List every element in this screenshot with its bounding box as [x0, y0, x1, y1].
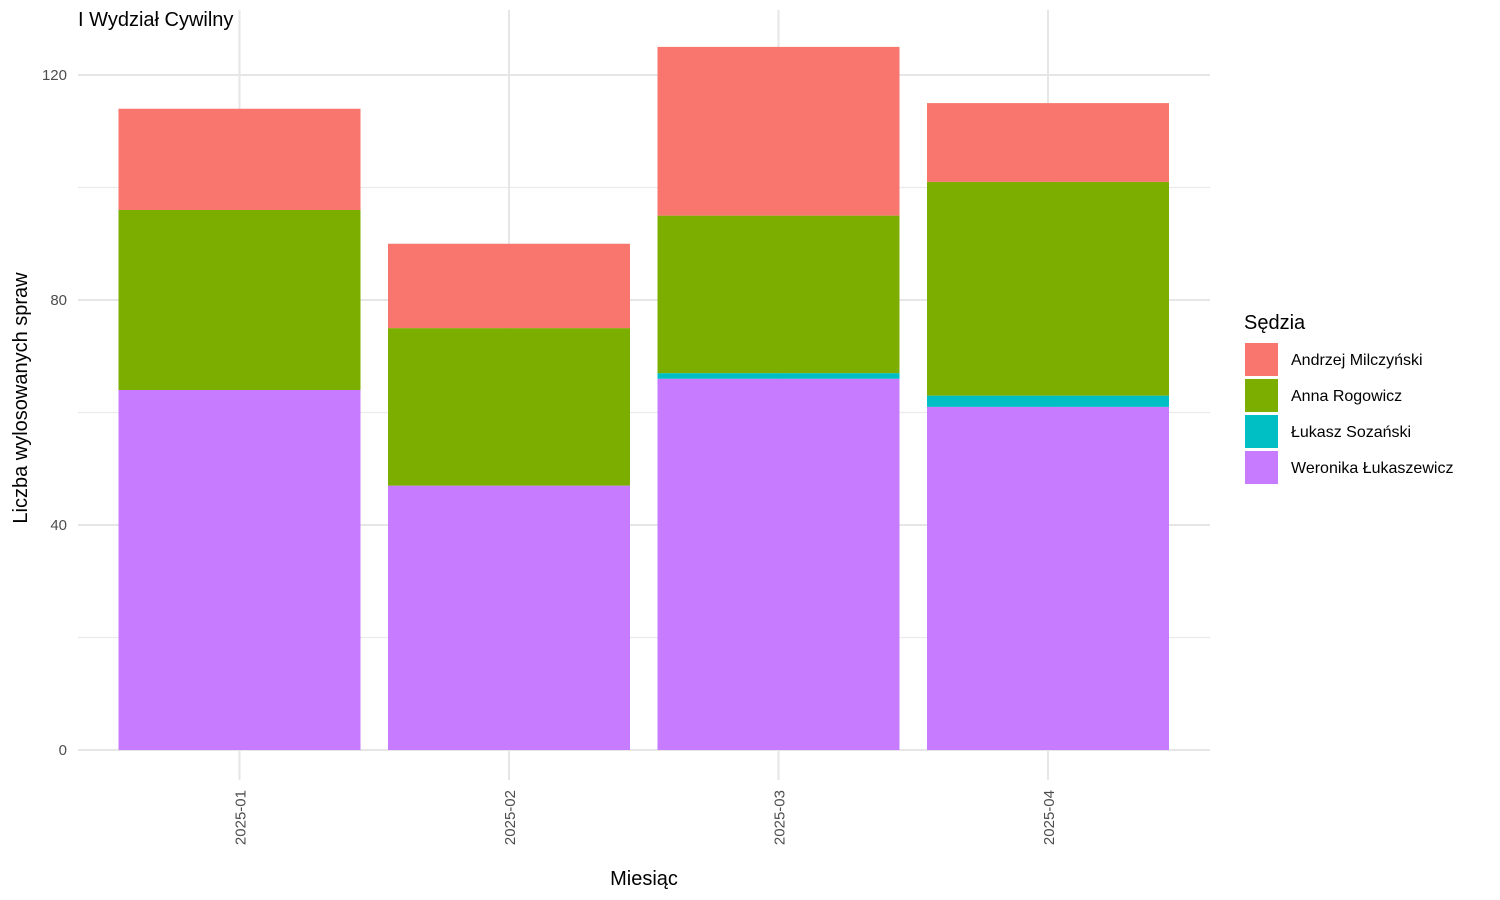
bar-segment — [927, 406, 1169, 750]
bars — [118, 46, 1169, 750]
x-tick-label: 2025-04 — [1041, 790, 1058, 845]
legend-label: Łukasz Sozański — [1291, 424, 1411, 441]
x-tick-label: 2025-02 — [502, 790, 519, 845]
y-tick-label: 120 — [42, 67, 67, 84]
bar-segment — [657, 378, 900, 750]
legend-key — [1245, 451, 1278, 484]
x-axis-ticks: 2025-01 2025-02 2025-03 2025-04 — [233, 790, 1059, 845]
x-tick-label: 2025-01 — [233, 790, 250, 845]
legend: Sędzia Andrzej Milczyński Anna Rogowicz Łu… — [1244, 312, 1453, 484]
bar-segment — [927, 395, 1169, 407]
legend-key — [1245, 343, 1278, 376]
bar-segment — [657, 373, 900, 379]
legend-label: Andrzej Milczyński — [1291, 352, 1423, 369]
bar-segment — [657, 46, 900, 216]
bar-segment — [657, 215, 900, 374]
y-tick-label: 40 — [50, 517, 67, 534]
bar-segment — [118, 210, 361, 390]
x-axis-title: Miesiąc — [610, 868, 678, 890]
bar-segment — [927, 181, 1169, 396]
y-axis-title: Liczba wylosowanych spraw — [10, 272, 32, 524]
bar-segment — [927, 103, 1169, 182]
legend-title: Sędzia — [1244, 312, 1306, 334]
y-tick-label: 80 — [50, 292, 67, 309]
legend-label: Anna Rogowicz — [1291, 388, 1402, 405]
bar-segment — [118, 108, 361, 210]
y-axis-ticks: 0 40 80 120 — [42, 67, 67, 759]
bar-segment — [388, 485, 630, 750]
legend-key — [1245, 379, 1278, 412]
chart-title: I Wydział Cywilny — [78, 9, 233, 31]
y-tick-label: 0 — [59, 742, 67, 759]
legend-key — [1245, 415, 1278, 448]
legend-label: Weronika Łukaszewicz — [1291, 460, 1453, 477]
bar-segment — [388, 243, 630, 329]
bar-segment — [118, 390, 361, 750]
x-tick-label: 2025-03 — [772, 790, 789, 845]
bar-segment — [388, 328, 630, 486]
